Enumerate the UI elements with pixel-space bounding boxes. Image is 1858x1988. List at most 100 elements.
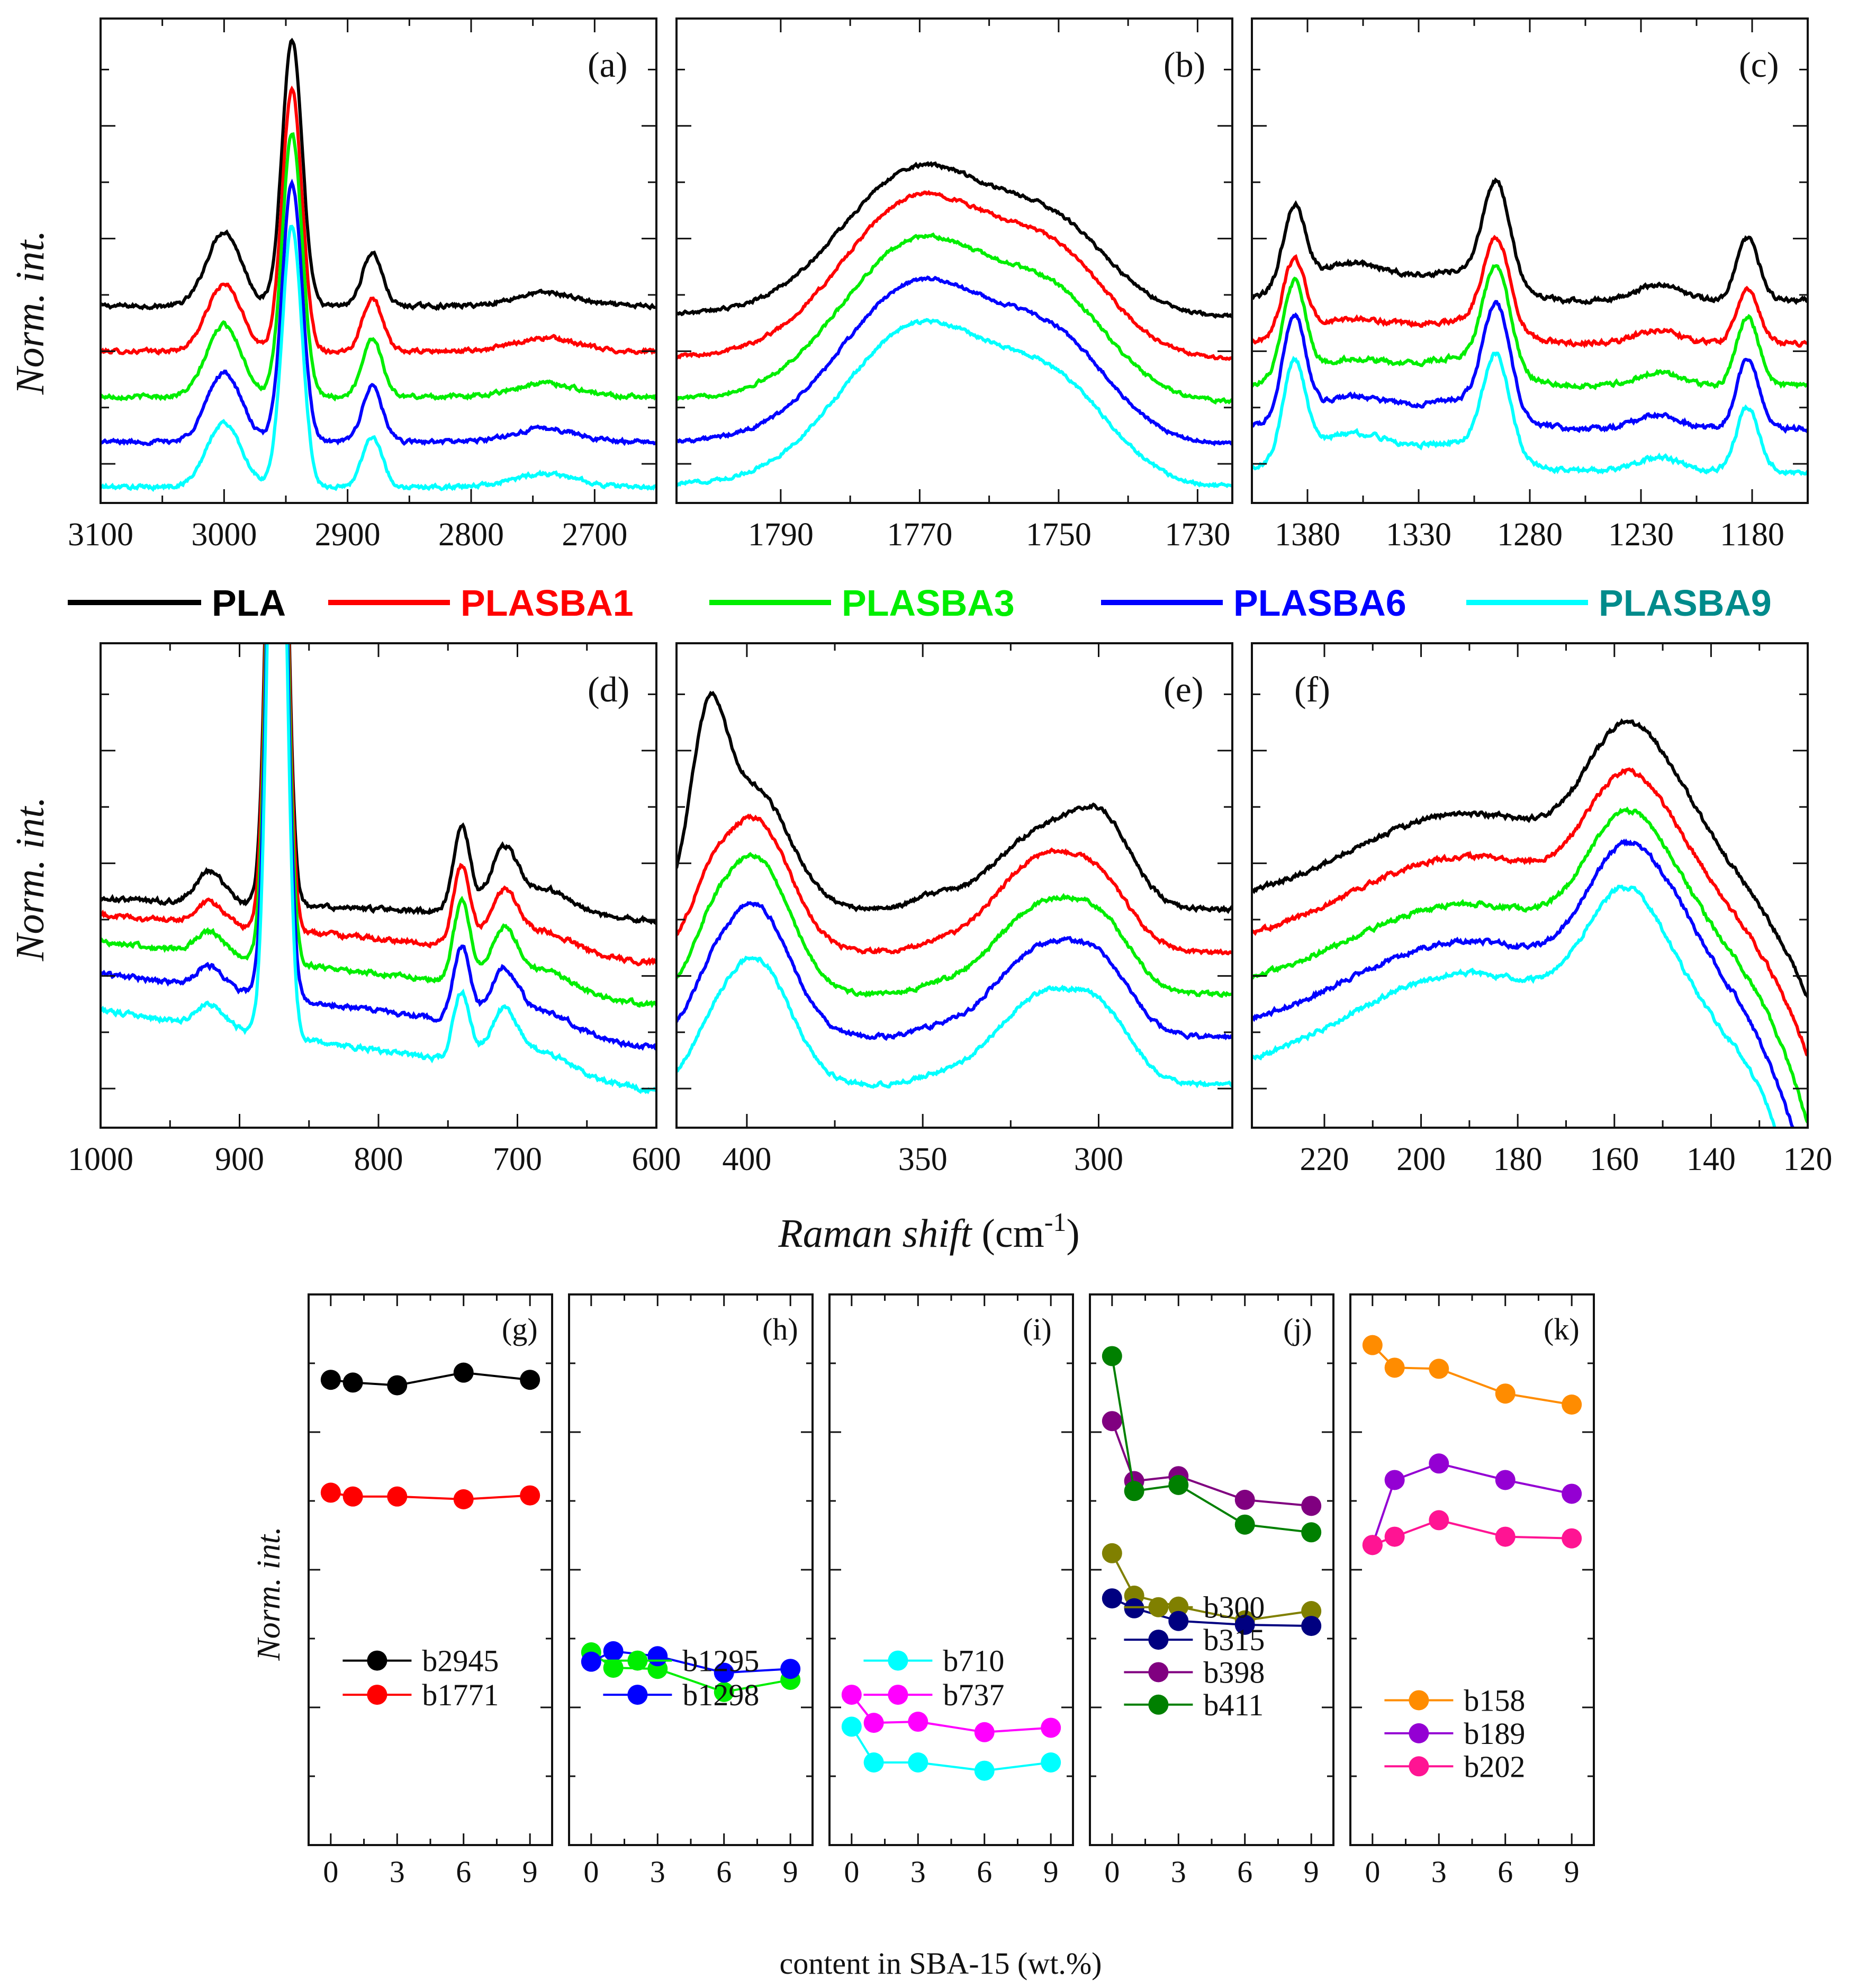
point-b158 [1362, 1335, 1383, 1355]
point-b315 [1234, 1615, 1255, 1635]
point-b158 [1429, 1359, 1449, 1379]
point-b411 [1301, 1522, 1322, 1543]
point-b202 [1384, 1526, 1405, 1547]
point-b158 [1384, 1357, 1405, 1378]
xtick-label-i: 3 [910, 1855, 926, 1889]
panel-label-g: (g) [502, 1312, 538, 1346]
legend-marker-b202 [1409, 1756, 1429, 1777]
point-b737 [908, 1712, 928, 1732]
spectrum-a-plasba9 [101, 224, 656, 492]
panel-label-h: (h) [762, 1312, 798, 1346]
raman-xlabel-close: ) [1066, 1211, 1079, 1256]
xtick-label-f: 200 [1396, 1141, 1446, 1177]
legend-marker-b1298 [627, 1685, 648, 1705]
panel-f: 220 200 180 160 140 120 (f) [1251, 642, 1833, 1177]
xtick-label-b: 1790 [748, 517, 814, 553]
spectrum-b-plasba6 [677, 275, 1232, 447]
raman-xlabel: Raman shift (cm-1) [778, 1207, 1079, 1256]
point-b737 [974, 1722, 995, 1742]
legend-label-pla: PLA [212, 582, 286, 624]
point-b1298 [714, 1662, 734, 1683]
xtick-label-f: 160 [1590, 1141, 1639, 1177]
legend-marker-b315 [1148, 1630, 1169, 1650]
xtick-label-e: 400 [722, 1141, 771, 1177]
point-b411 [1102, 1346, 1122, 1366]
legend-label-plasba3: PLASBA3 [842, 582, 1015, 624]
point-b1771 [453, 1489, 474, 1509]
xtick-label-e: 350 [898, 1141, 948, 1177]
legend-label-b1295: b1295 [682, 1644, 759, 1678]
legend-marker-b1295 [627, 1650, 648, 1671]
panel-label-e: (e) [1163, 669, 1203, 709]
xtick-label-h: 9 [783, 1855, 798, 1889]
panel-label-j: (j) [1283, 1312, 1312, 1346]
legend-label-b737: b737 [943, 1678, 1004, 1712]
spectrum-e-plasba1 [677, 813, 1232, 956]
point-b710 [974, 1760, 995, 1781]
point-b710 [841, 1716, 862, 1737]
point-b710 [908, 1752, 928, 1773]
panel-label-b: (b) [1163, 44, 1205, 85]
spectrum-f-pla [1252, 718, 1808, 998]
spectrum-c-pla [1252, 177, 1808, 305]
raman-xlabel-space [972, 1211, 982, 1256]
spectrum-a-pla [101, 38, 656, 311]
xtick-label-d: 900 [215, 1141, 264, 1177]
point-b315 [1102, 1588, 1122, 1609]
xtick-label-j: 3 [1171, 1855, 1186, 1889]
spectrum-e-plasba6 [677, 901, 1232, 1041]
legend-label-b189: b189 [1464, 1716, 1525, 1751]
xtick-label-b: 1770 [887, 517, 952, 553]
xtick-label-k: 6 [1498, 1855, 1513, 1889]
panel-frame-b [675, 17, 1233, 504]
legend-marker-b1771 [367, 1685, 387, 1705]
xtick-label-h: 6 [716, 1855, 732, 1889]
panels: 3100 3000 2900 2800 2700(a)1790 1770 1750 1730(… [68, 17, 1833, 1889]
legend-label-b1298: b1298 [682, 1678, 759, 1712]
spectrum-d-plasba6 [101, 643, 656, 1051]
point-b1295 [714, 1681, 734, 1702]
legend-item-plasba1: PLASBA1 [328, 582, 634, 624]
point-b411 [1168, 1474, 1189, 1495]
legend-label-plasba6: PLASBA6 [1233, 582, 1406, 624]
xtick-label-g: 3 [390, 1855, 405, 1889]
spectrum-e-pla [677, 690, 1232, 914]
point-b1771 [387, 1486, 408, 1507]
xtick-label-d: 600 [632, 1141, 681, 1177]
xtick-label-f: 140 [1686, 1141, 1736, 1177]
point-b1298 [603, 1641, 624, 1661]
point-b202 [1562, 1528, 1582, 1549]
point-b300 [1102, 1543, 1122, 1563]
point-b202 [1429, 1510, 1449, 1531]
panel-label-d: (d) [588, 669, 629, 709]
spectrum-f-plasba6 [1252, 838, 1795, 1128]
point-b189 [1429, 1453, 1449, 1474]
xtick-label-c: 1380 [1275, 517, 1340, 553]
xtick-label-k: 3 [1431, 1855, 1447, 1889]
point-b2945 [320, 1370, 341, 1390]
xtick-label-c: 1180 [1720, 517, 1784, 553]
xtick-label-h: 0 [583, 1855, 599, 1889]
point-b1298 [581, 1651, 601, 1672]
point-b710 [1041, 1752, 1061, 1773]
panel-label-i: (i) [1023, 1312, 1052, 1346]
point-b1771 [342, 1486, 363, 1507]
xtick-label-i: 0 [844, 1855, 859, 1889]
spectrum-f-plasba1 [1252, 767, 1808, 1057]
xtick-label-d: 1000 [68, 1141, 133, 1177]
xtick-label-c: 1230 [1608, 517, 1674, 553]
panel-c: 1380 1330 1280 1230 1180 (c) [1251, 17, 1809, 553]
xtick-label-g: 9 [522, 1855, 538, 1889]
xtick-label-k: 0 [1365, 1855, 1380, 1889]
bottom-ylabel: Norm. int. [251, 1526, 287, 1661]
legend: PLA PLASBA1 PLASBA3 PLASBA6 PLASBA9 [68, 582, 1772, 624]
legend-item-plasba9: PLASBA9 [1466, 582, 1772, 624]
point-b1771 [320, 1482, 341, 1503]
legend-item-pla: PLA [68, 582, 286, 624]
point-b737 [841, 1685, 862, 1705]
legend-label-b202: b202 [1464, 1749, 1525, 1784]
xtick-label-k: 9 [1564, 1855, 1580, 1889]
legend-label-b411: b411 [1203, 1688, 1264, 1722]
